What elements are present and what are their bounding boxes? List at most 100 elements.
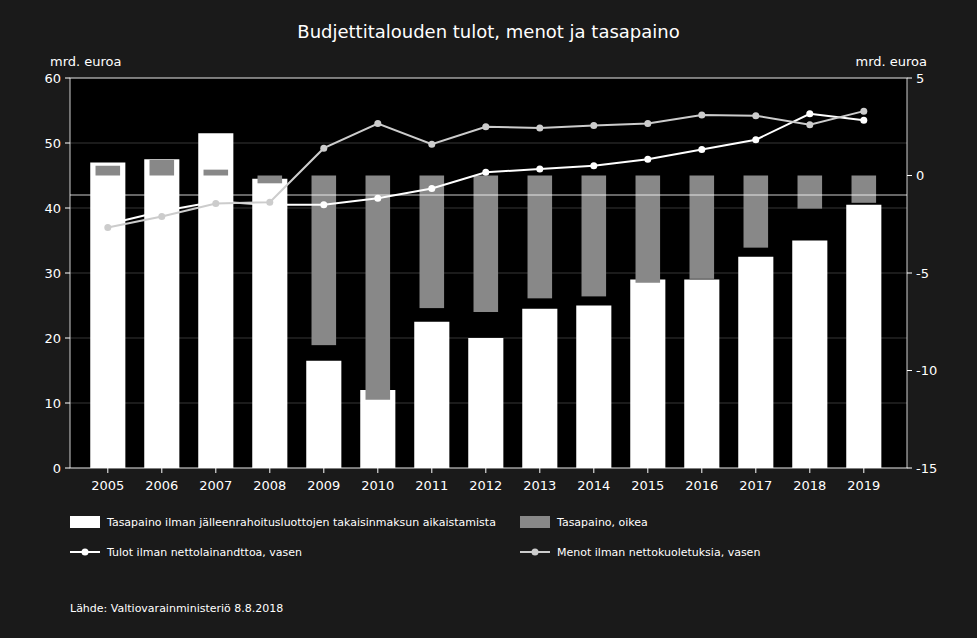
title: Budjettitalouden tulot, menot ja tasapai… <box>297 21 679 42</box>
chart: Budjettitalouden tulot, menot ja tasapai… <box>0 0 977 638</box>
y2-tick-label: -15 <box>916 461 937 476</box>
bar <box>528 176 553 299</box>
x-tick-label: 2008 <box>253 478 286 493</box>
x-tick <box>701 468 702 473</box>
marker <box>644 156 651 163</box>
x-tick <box>809 468 810 473</box>
bar <box>414 322 449 468</box>
legend-label: Tulot ilman nettolainandttoa, vasen <box>106 546 302 559</box>
marker <box>320 145 327 152</box>
reference-line <box>70 195 907 196</box>
x-tick-label: 2005 <box>91 478 124 493</box>
bar <box>522 309 557 468</box>
legend-label: Tasapaino ilman jälleenrahoitusluottojen… <box>106 516 496 529</box>
legend-marker <box>82 549 89 556</box>
bar <box>846 205 881 468</box>
bar <box>204 170 229 176</box>
marker <box>752 136 759 143</box>
marker <box>698 112 705 119</box>
y-tick-label: 40 <box>44 201 61 216</box>
bar <box>798 176 823 209</box>
x-tick <box>323 468 324 473</box>
x-tick-label: 2013 <box>523 478 556 493</box>
bar <box>852 176 877 203</box>
marks <box>70 108 907 468</box>
y-tick <box>65 403 70 404</box>
marker <box>806 121 813 128</box>
y2-tick <box>907 468 912 469</box>
marker <box>482 123 489 130</box>
y-axis-label: mrd. euroa <box>50 54 122 69</box>
bar <box>258 176 283 184</box>
bar <box>690 176 715 279</box>
x-tick-label: 2012 <box>469 478 502 493</box>
marker <box>428 141 435 148</box>
y-tick-label: 20 <box>44 331 61 346</box>
y2-axis-label: mrd. euroa <box>855 54 927 69</box>
x-tick-label: 2015 <box>631 478 664 493</box>
marker <box>374 195 381 202</box>
marker <box>320 201 327 208</box>
marker <box>212 200 219 207</box>
line <box>108 111 864 227</box>
y2-tick-label: -10 <box>916 363 937 378</box>
marker <box>860 108 867 115</box>
legend-item: Tasapaino, oikea <box>520 516 648 529</box>
y2-tick-label: -5 <box>916 266 929 281</box>
bar <box>366 176 391 400</box>
y-tick <box>65 143 70 144</box>
marker <box>698 146 705 153</box>
y-tick <box>65 78 70 79</box>
marker <box>104 224 111 231</box>
bar <box>582 176 607 297</box>
x-tick-label: 2006 <box>145 478 178 493</box>
y-tick-label: 10 <box>44 396 61 411</box>
grid-line <box>70 143 907 144</box>
y2-tick <box>907 273 912 274</box>
bar <box>312 176 337 346</box>
y-tick-label: 50 <box>44 136 61 151</box>
marker <box>428 185 435 192</box>
legend-label: Tasapaino, oikea <box>556 516 648 529</box>
x-tick-label: 2019 <box>847 478 880 493</box>
x-tick <box>161 468 162 473</box>
marker <box>266 199 273 206</box>
x-tick <box>539 468 540 473</box>
x-tick-label: 2014 <box>577 478 610 493</box>
bar <box>474 176 499 313</box>
bar <box>738 257 773 468</box>
x-tick <box>485 468 486 473</box>
marker <box>482 169 489 176</box>
y-tick <box>65 468 70 469</box>
marker <box>158 213 165 220</box>
bar <box>96 166 121 176</box>
bar <box>792 241 827 469</box>
legend-marker <box>532 549 539 556</box>
marker <box>806 110 813 117</box>
bar <box>636 176 661 283</box>
y-tick-label: 30 <box>44 266 61 281</box>
legend-label: Menot ilman nettokuoletuksia, vasen <box>557 546 760 559</box>
bar <box>306 361 341 468</box>
x-tick <box>755 468 756 473</box>
x-tick-label: 2017 <box>739 478 772 493</box>
x-tick <box>863 468 864 473</box>
frame <box>70 78 907 468</box>
bar <box>90 163 125 469</box>
marker <box>860 117 867 124</box>
y-tick <box>65 208 70 209</box>
bar <box>252 179 287 468</box>
y2-tick-label: 5 <box>916 71 924 86</box>
bar <box>744 176 769 248</box>
x-tick-label: 2009 <box>307 478 340 493</box>
y-tick-label: 60 <box>44 71 61 86</box>
x-tick <box>215 468 216 473</box>
x-tick <box>269 468 270 473</box>
y2-tick <box>907 78 912 79</box>
marker <box>752 112 759 119</box>
legend-item: Tasapaino ilman jälleenrahoitusluottojen… <box>70 516 496 529</box>
y2-tick <box>907 370 912 371</box>
bar <box>360 390 395 468</box>
bar <box>144 159 179 468</box>
x-tick-label: 2007 <box>199 478 232 493</box>
